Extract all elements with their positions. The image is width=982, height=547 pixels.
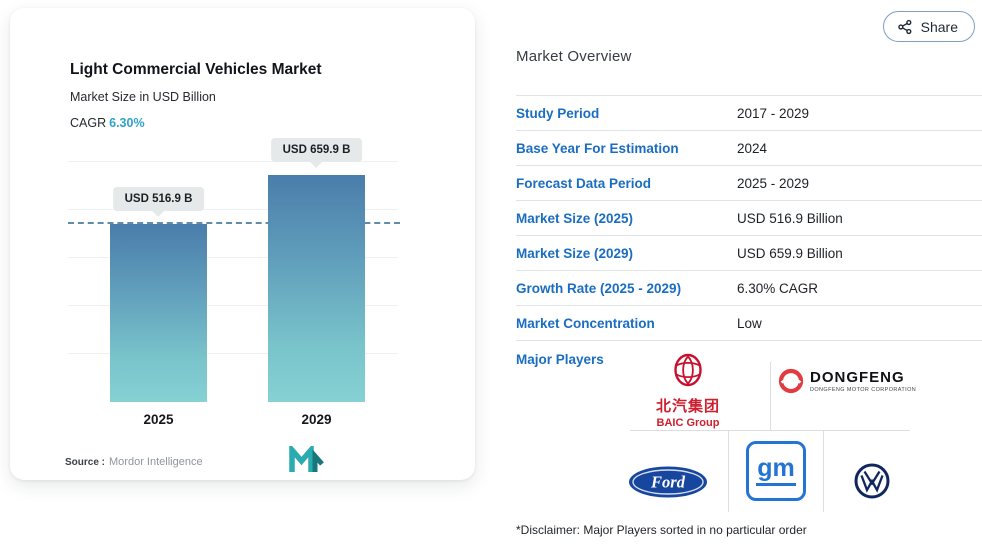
row-label: Study Period (516, 105, 600, 121)
row-label: Base Year For Estimation (516, 140, 679, 156)
x-axis-label: 2025 (143, 412, 174, 427)
gm-logo: gm (746, 441, 806, 501)
row-label: Forecast Data Period (516, 175, 652, 191)
x-axis-label: 2029 (301, 412, 332, 427)
source-label: Source : (65, 457, 106, 468)
row-value: USD 659.9 Billion (737, 245, 843, 261)
bar[interactable] (268, 175, 365, 402)
table-row: Study Period 2017 - 2029 (516, 96, 982, 131)
table-row: Market Concentration Low (516, 306, 982, 341)
baic-logo: 北汽集团 BAIC Group (634, 352, 742, 429)
gridline (68, 209, 398, 210)
baic-name-cn: 北汽集团 (655, 398, 720, 415)
value-label-2025: USD 516.9 B (112, 187, 205, 217)
disclaimer-text: *Disclaimer: Major Players sorted in no … (516, 523, 807, 537)
major-players-label: Major Players (516, 352, 604, 367)
major-players-grid-line (770, 362, 771, 430)
row-value: 6.30% CAGR (737, 280, 819, 296)
share-icon (897, 19, 913, 35)
baic-name-en: BAIC Group (656, 417, 720, 429)
gridline (68, 353, 398, 354)
dongfeng-name: DONGFENG (810, 368, 905, 386)
share-label: Share (920, 18, 958, 35)
dongfeng-logo: DONGFENG DONGFENG MOTOR CORPORATION (778, 368, 916, 394)
mordor-intelligence-logo (288, 442, 326, 479)
source-line: Source : Mordor Intelligence (65, 456, 203, 468)
gridline (68, 161, 398, 162)
table-row: Market Size (2025) USD 516.9 Billion (516, 201, 982, 236)
gridline (68, 257, 398, 258)
plot-area: USD 516.9 B USD 659.9 B (68, 132, 400, 402)
market-overview-panel: Share Market Overview Study Period 2017 … (516, 0, 982, 547)
cagr-line: CAGR 6.30% (70, 116, 145, 130)
table-row: Forecast Data Period 2025 - 2029 (516, 166, 982, 201)
row-value: 2025 - 2029 (737, 175, 810, 191)
value-label-text: USD 659.9 B (282, 144, 351, 156)
value-label-text: USD 516.9 B (124, 193, 193, 205)
chart-title: Light Commercial Vehicles Market (70, 61, 322, 78)
chart-card: Light Commercial Vehicles Market Market … (10, 8, 475, 480)
row-label: Market Concentration (516, 315, 655, 331)
row-value: 2024 (737, 140, 768, 156)
overview-table: Study Period 2017 - 2029 Base Year For E… (516, 95, 982, 341)
dongfeng-emblem-icon (778, 368, 804, 394)
table-row: Growth Rate (2025 - 2029) 6.30% CAGR (516, 271, 982, 306)
bar-chart: USD 516.9 B USD 659.9 B 2025 2029 (68, 132, 400, 442)
gm-cell: gm (728, 430, 824, 512)
tooltip-caret (151, 210, 166, 217)
gm-mark: gm (756, 456, 796, 486)
row-label: Market Size (2029) (516, 245, 634, 261)
major-players-grid-line (630, 430, 910, 431)
chart-subtitle: Market Size in USD Billion (70, 90, 216, 104)
cagr-value: 6.30% (109, 116, 145, 130)
cagr-label: CAGR (70, 116, 107, 130)
overview-title: Market Overview (516, 48, 632, 65)
row-value: Low (737, 315, 762, 331)
gridline (68, 305, 398, 306)
vw-logo (853, 462, 891, 505)
row-label: Growth Rate (2025 - 2029) (516, 280, 682, 296)
dongfeng-subtitle: DONGFENG MOTOR CORPORATION (810, 386, 917, 393)
bar[interactable] (110, 224, 207, 402)
table-row: Market Size (2029) USD 659.9 Billion (516, 236, 982, 271)
reference-line (68, 222, 400, 224)
ford-logo: Ford (628, 466, 708, 503)
row-label: Market Size (2025) (516, 210, 634, 226)
table-row: Base Year For Estimation 2024 (516, 131, 982, 166)
tooltip-caret (309, 161, 324, 168)
source-value: Mordor Intelligence (109, 456, 203, 468)
row-value: USD 516.9 Billion (737, 210, 843, 226)
value-label-2029: USD 659.9 B (270, 138, 363, 168)
ford-wordmark: Ford (650, 473, 686, 492)
row-value: 2017 - 2029 (737, 105, 810, 121)
share-button[interactable]: Share (882, 11, 975, 42)
baic-emblem-icon (669, 353, 707, 392)
